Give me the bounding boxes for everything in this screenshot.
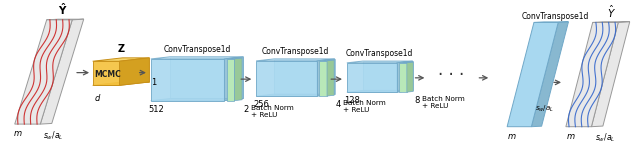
Text: 1: 1	[150, 78, 156, 87]
Polygon shape	[93, 61, 120, 85]
Polygon shape	[93, 82, 149, 85]
Polygon shape	[120, 58, 149, 85]
Text: $s_w/a_L$: $s_w/a_L$	[534, 103, 554, 114]
Text: ConvTranspose1d: ConvTranspose1d	[262, 47, 329, 56]
Text: Batch Norm
+ ReLU: Batch Norm + ReLU	[251, 105, 294, 118]
Polygon shape	[151, 99, 243, 101]
Polygon shape	[319, 61, 327, 96]
Polygon shape	[47, 19, 84, 20]
Polygon shape	[93, 58, 149, 61]
Polygon shape	[40, 19, 84, 124]
Text: $\hat{Y}$: $\hat{Y}$	[607, 4, 616, 20]
Text: 128: 128	[344, 96, 360, 105]
Polygon shape	[256, 94, 335, 96]
Polygon shape	[256, 61, 317, 96]
Text: $m$: $m$	[13, 129, 23, 138]
Polygon shape	[234, 58, 242, 101]
Text: $m$: $m$	[508, 132, 517, 141]
Polygon shape	[507, 22, 558, 127]
Polygon shape	[399, 63, 407, 92]
Polygon shape	[399, 62, 413, 63]
Text: 256: 256	[253, 100, 269, 109]
Polygon shape	[227, 59, 234, 101]
Polygon shape	[363, 61, 413, 90]
Text: · · ·: · · ·	[438, 66, 465, 84]
Polygon shape	[566, 22, 618, 127]
Text: $\mathbf{\hat{Y}}$: $\mathbf{\hat{Y}}$	[58, 2, 67, 17]
Polygon shape	[347, 61, 413, 63]
Polygon shape	[591, 22, 630, 127]
Text: Batch Norm
+ ReLU: Batch Norm + ReLU	[422, 96, 465, 109]
Text: ConvTranspose1d: ConvTranspose1d	[346, 49, 413, 58]
Text: 8: 8	[415, 96, 420, 105]
Text: Batch Norm
+ ReLU: Batch Norm + ReLU	[343, 100, 386, 113]
Polygon shape	[122, 58, 149, 82]
Polygon shape	[397, 61, 413, 92]
Text: 2: 2	[243, 105, 248, 114]
Polygon shape	[151, 57, 243, 59]
Text: 4: 4	[335, 100, 340, 109]
Text: $m$: $m$	[566, 132, 576, 141]
Polygon shape	[256, 59, 335, 61]
Text: 512: 512	[148, 105, 164, 114]
Polygon shape	[327, 60, 334, 96]
Polygon shape	[224, 57, 243, 101]
Polygon shape	[227, 58, 242, 59]
Text: $d$: $d$	[94, 92, 102, 103]
Text: ConvTranspose1d: ConvTranspose1d	[163, 45, 231, 54]
Polygon shape	[407, 62, 413, 92]
Polygon shape	[531, 22, 568, 127]
Text: $s_w/a_L$: $s_w/a_L$	[595, 132, 615, 144]
Polygon shape	[151, 59, 224, 101]
Polygon shape	[347, 63, 397, 92]
Text: ConvTranspose1d: ConvTranspose1d	[522, 12, 589, 20]
Polygon shape	[319, 60, 334, 61]
Polygon shape	[170, 57, 243, 99]
Polygon shape	[317, 59, 335, 96]
Text: MCMC: MCMC	[94, 70, 121, 79]
Polygon shape	[15, 20, 72, 124]
Text: $\mathbf{Z}$: $\mathbf{Z}$	[116, 42, 125, 54]
Polygon shape	[347, 90, 413, 92]
Polygon shape	[274, 59, 335, 94]
Text: $s_w/a_L$: $s_w/a_L$	[44, 129, 64, 142]
